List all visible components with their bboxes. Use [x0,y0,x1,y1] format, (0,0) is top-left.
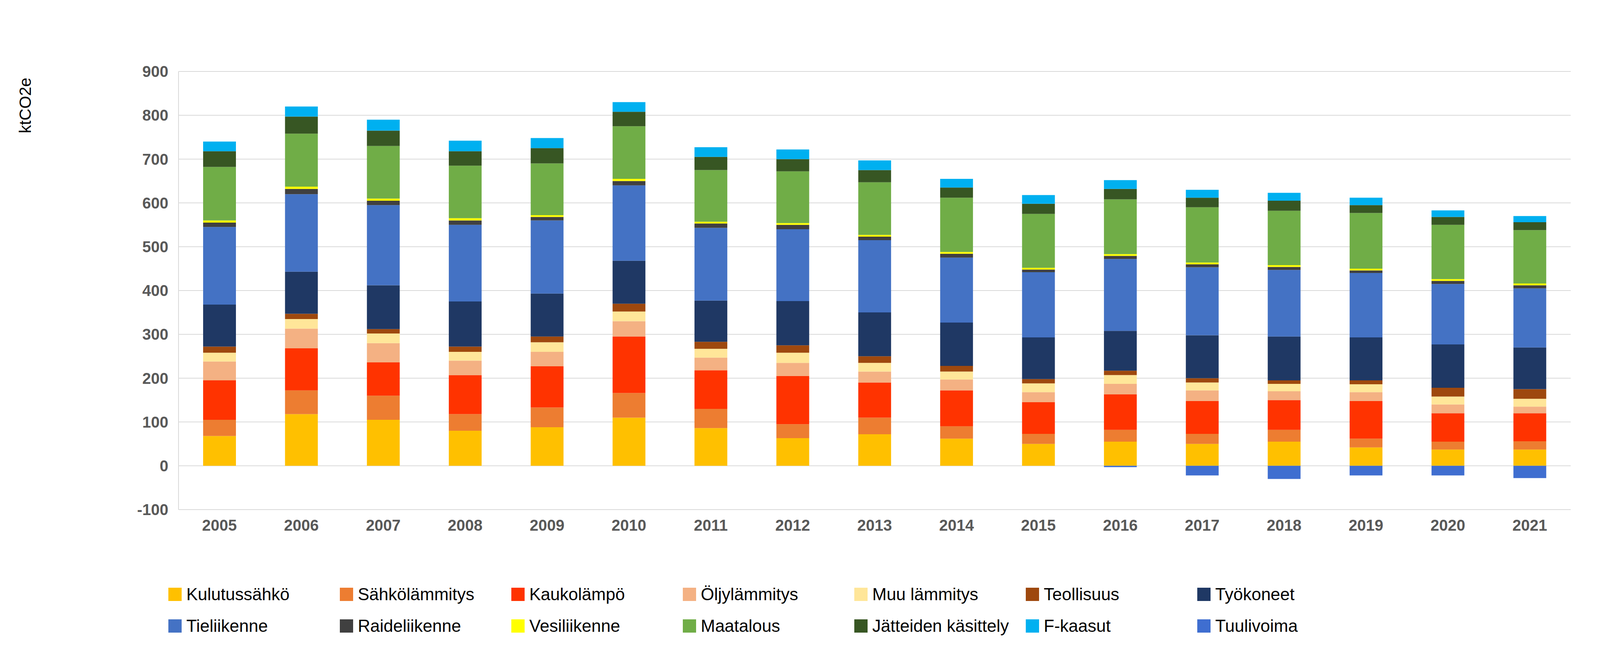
svg-text:2011: 2011 [693,516,728,534]
html-text:F-kaasut: F-kaasut [1043,616,1111,636]
html-text:Sähkölämmitys: Sähkölämmitys [357,584,475,604]
svg-text:2012: 2012 [775,516,811,534]
svg-text:400: 400 [142,282,169,300]
html-text:Jätteiden käsittely: Jätteiden käsittely [872,616,1009,636]
svg-text:900: 900 [142,62,169,81]
svg-text:2005: 2005 [201,516,237,534]
html-text:Tuulivoima: Tuulivoima [1215,616,1298,636]
html-text:ktCO2e: ktCO2e [16,77,35,134]
svg-text:2016: 2016 [1102,516,1138,534]
svg-text:2007: 2007 [366,516,401,534]
svg-text:100: 100 [142,413,169,431]
svg-text:2010: 2010 [611,516,647,534]
svg-text:2013: 2013 [857,516,893,534]
svg-text:600: 600 [142,194,169,212]
html-text:Muu lämmitys: Muu lämmitys [872,584,979,604]
svg-text:2015: 2015 [1021,516,1056,534]
svg-text:-100: -100 [137,501,169,519]
svg-text:2008: 2008 [447,516,483,534]
html-text:Raideliikenne: Raideliikenne [357,616,462,636]
html-text:Öljylämmitys: Öljylämmitys [700,584,799,604]
html-text:Työkoneet: Työkoneet [1215,584,1295,604]
svg-text:300: 300 [142,325,169,343]
svg-text:200: 200 [142,369,169,388]
svg-text:500: 500 [142,238,169,256]
svg-text:2014: 2014 [939,516,975,534]
svg-text:0: 0 [159,457,169,475]
svg-text:2006: 2006 [283,516,319,534]
svg-text:800: 800 [142,106,169,124]
html-text:Maatalous: Maatalous [700,616,781,636]
html-text:Vesiliikenne: Vesiliikenne [529,616,621,636]
svg-text:2019: 2019 [1348,516,1384,534]
svg-text:2017: 2017 [1184,516,1220,534]
html-text:Kaukolämpö: Kaukolämpö [529,584,625,604]
svg-text:2009: 2009 [529,516,565,534]
svg-text:2021: 2021 [1512,516,1548,534]
html-text:Tieliikenne: Tieliikenne [186,616,268,636]
html-text:Kulutussähkö: Kulutussähkö [186,584,290,604]
svg-text:2018: 2018 [1266,516,1302,534]
svg-text:2020: 2020 [1430,516,1466,534]
html-text:Teollisuus: Teollisuus [1043,584,1120,604]
svg-text:700: 700 [142,150,169,168]
